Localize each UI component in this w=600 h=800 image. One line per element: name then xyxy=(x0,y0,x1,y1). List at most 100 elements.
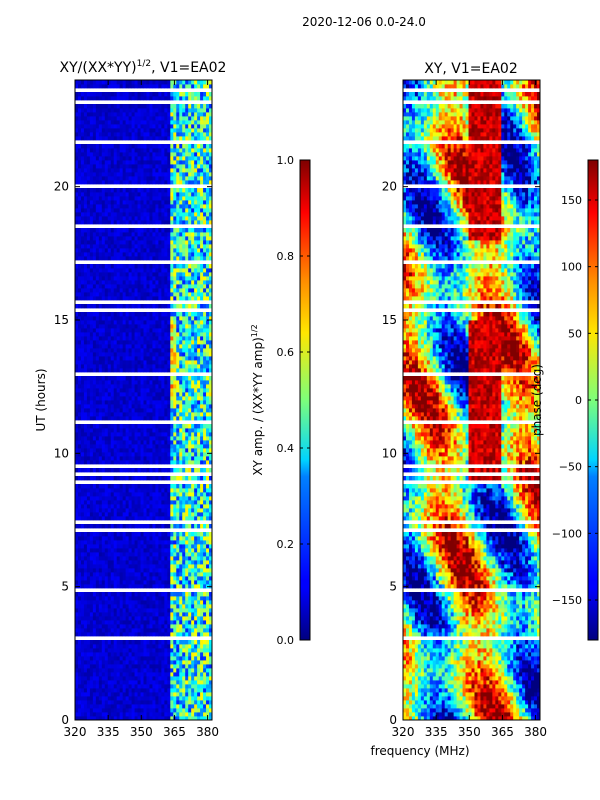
heatmap-cell xyxy=(173,468,177,473)
heatmap-cell xyxy=(179,656,183,661)
heatmap-cell xyxy=(197,440,201,445)
heatmap-cell xyxy=(134,676,138,681)
heatmap-cell xyxy=(95,400,100,405)
heatmap-cell xyxy=(146,632,150,637)
heatmap-cell xyxy=(188,508,192,513)
heatmap-cell xyxy=(173,368,177,373)
heatmap-cell xyxy=(128,584,132,589)
heatmap-cell xyxy=(137,328,141,333)
heatmap-cell xyxy=(137,424,141,429)
heatmap-cell xyxy=(146,516,150,521)
heatmap-cell xyxy=(200,432,204,437)
heatmap-cell xyxy=(155,320,159,325)
heatmap-cell xyxy=(146,276,150,281)
heatmap-cell xyxy=(167,704,171,709)
heatmap-cell xyxy=(185,568,189,573)
heatmap-cell xyxy=(101,532,106,537)
heatmap-cell xyxy=(146,504,150,509)
heatmap-cell xyxy=(89,392,94,397)
heatmap-cell xyxy=(188,696,192,701)
heatmap-cell xyxy=(134,628,138,633)
heatmap-cell xyxy=(101,456,106,461)
heatmap-cell xyxy=(200,332,204,337)
heatmap-cell xyxy=(134,660,138,665)
heatmap-cell xyxy=(122,236,127,241)
heatmap-cell xyxy=(137,656,141,661)
heatmap-cell xyxy=(89,344,94,349)
heatmap-cell xyxy=(122,400,127,405)
heatmap-cell xyxy=(176,248,180,253)
heatmap-cell xyxy=(179,360,183,365)
heatmap-cell xyxy=(137,276,141,281)
heatmap-cell xyxy=(170,676,174,681)
heatmap-cell xyxy=(146,540,150,545)
heatmap-cell xyxy=(75,384,79,389)
heatmap-cell xyxy=(179,340,183,345)
heatmap-cell xyxy=(131,612,135,617)
heatmap-cell xyxy=(191,596,195,601)
heatmap-cell xyxy=(98,620,103,625)
heatmap-cell xyxy=(194,712,198,717)
heatmap-cell xyxy=(83,512,88,517)
heatmap-cell xyxy=(75,360,79,365)
heatmap-cell xyxy=(191,632,195,637)
heatmap-cell xyxy=(209,408,212,413)
heatmap-cell xyxy=(158,384,162,389)
heatmap-cell xyxy=(92,428,97,433)
heatmap-cell xyxy=(197,540,201,545)
heatmap-cell xyxy=(146,524,150,529)
heatmap-cell xyxy=(155,240,159,245)
heatmap-cell xyxy=(179,488,183,493)
heatmap-cell xyxy=(98,400,103,405)
heatmap-cell xyxy=(86,572,91,577)
heatmap-cell xyxy=(188,292,192,297)
heatmap-cell xyxy=(77,252,82,257)
heatmap-cell xyxy=(164,408,168,413)
heatmap-cell xyxy=(161,456,165,461)
heatmap-cell xyxy=(194,388,198,393)
heatmap-cell xyxy=(116,476,121,481)
heatmap-cell xyxy=(158,324,162,329)
heatmap-cell xyxy=(125,488,130,493)
heatmap-cell xyxy=(194,524,198,529)
heatmap-cell xyxy=(152,604,156,609)
heatmap-cell xyxy=(200,664,204,669)
heatmap-cell xyxy=(83,264,88,269)
heatmap-cell xyxy=(143,608,147,613)
heatmap-cell xyxy=(164,452,168,457)
heatmap-cell xyxy=(200,292,204,297)
heatmap-cell xyxy=(77,384,82,389)
heatmap-cell xyxy=(92,624,97,629)
heatmap-cell xyxy=(203,264,207,269)
heatmap-cell xyxy=(197,696,201,701)
heatmap-cell xyxy=(137,576,141,581)
heatmap-cell xyxy=(161,692,165,697)
heatmap-cell xyxy=(197,608,201,613)
heatmap-cell xyxy=(128,652,132,657)
heatmap-cell xyxy=(77,356,82,361)
heatmap-cell xyxy=(185,640,189,645)
heatmap-cell xyxy=(119,408,124,413)
heatmap-cell xyxy=(146,384,150,389)
heatmap-cell xyxy=(122,284,127,289)
heatmap-cell xyxy=(140,288,144,293)
heatmap-cell xyxy=(164,516,168,521)
heatmap-cell xyxy=(167,296,171,301)
heatmap-cell xyxy=(200,668,204,673)
heatmap-cell xyxy=(101,324,106,329)
heatmap-cell xyxy=(113,544,118,549)
heatmap-cell xyxy=(200,240,204,245)
heatmap-cell xyxy=(83,444,88,449)
heatmap-cell xyxy=(83,640,88,645)
heatmap-cell xyxy=(152,396,156,401)
heatmap-cell xyxy=(149,556,153,561)
heatmap-cell xyxy=(155,280,159,285)
heatmap-cell xyxy=(200,580,204,585)
heatmap-cell xyxy=(113,488,118,493)
heatmap-cell xyxy=(170,340,174,345)
heatmap-cell xyxy=(137,608,141,613)
heatmap-cell xyxy=(203,440,207,445)
heatmap-cell xyxy=(101,508,106,513)
heatmap-cell xyxy=(86,460,91,465)
heatmap-cell xyxy=(185,368,189,373)
